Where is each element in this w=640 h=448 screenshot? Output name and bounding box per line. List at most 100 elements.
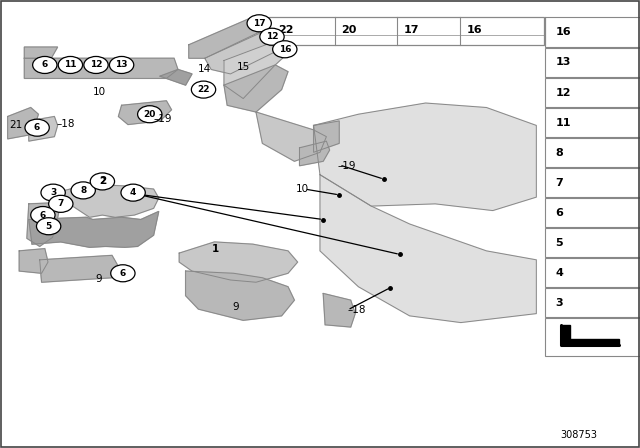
Text: 6: 6	[120, 269, 126, 278]
Bar	[545, 258, 640, 287]
Circle shape	[191, 81, 216, 98]
Circle shape	[138, 106, 162, 123]
Text: 17: 17	[253, 19, 266, 28]
Circle shape	[260, 28, 284, 45]
Text: 22: 22	[278, 25, 294, 34]
Polygon shape	[320, 175, 536, 323]
Text: 20: 20	[143, 110, 156, 119]
Text: 15: 15	[237, 62, 250, 72]
Text: 6: 6	[40, 211, 46, 220]
Polygon shape	[19, 249, 48, 273]
Text: 22: 22	[197, 85, 210, 94]
Polygon shape	[224, 41, 288, 99]
Polygon shape	[323, 293, 355, 327]
Bar	[545, 168, 640, 197]
Bar	[545, 288, 640, 317]
Polygon shape	[314, 103, 536, 211]
Text: 8: 8	[556, 147, 563, 158]
Text: 5: 5	[556, 237, 563, 248]
Polygon shape	[29, 116, 58, 141]
Text: 3: 3	[50, 188, 56, 197]
Polygon shape	[300, 141, 330, 166]
Text: 12: 12	[90, 60, 102, 69]
Polygon shape	[118, 101, 172, 125]
Text: 7: 7	[58, 199, 64, 208]
Text: 14: 14	[198, 65, 211, 74]
Circle shape	[109, 56, 134, 73]
Text: 6: 6	[42, 60, 48, 69]
Polygon shape	[189, 16, 269, 58]
Bar	[545, 17, 640, 47]
Polygon shape	[160, 69, 192, 85]
Bar	[545, 198, 640, 227]
Text: 21: 21	[10, 121, 22, 130]
Polygon shape	[561, 340, 619, 345]
Bar	[545, 318, 640, 356]
Text: 16: 16	[556, 27, 571, 37]
Circle shape	[31, 207, 55, 224]
Polygon shape	[40, 255, 118, 282]
Polygon shape	[224, 65, 288, 112]
Text: 11: 11	[64, 60, 77, 69]
Text: 8: 8	[80, 186, 86, 195]
Text: 2: 2	[99, 176, 106, 185]
Polygon shape	[29, 211, 159, 247]
Text: 11: 11	[556, 117, 571, 128]
Circle shape	[71, 182, 95, 199]
Text: 20: 20	[341, 25, 356, 34]
Polygon shape	[24, 58, 178, 78]
Circle shape	[25, 119, 49, 136]
Text: 10: 10	[296, 184, 309, 194]
Text: –18: –18	[56, 119, 75, 129]
Polygon shape	[314, 121, 339, 152]
Circle shape	[84, 56, 108, 73]
Text: –19: –19	[338, 161, 356, 171]
Circle shape	[273, 41, 297, 58]
Bar	[545, 108, 640, 137]
Circle shape	[111, 265, 135, 282]
Text: 10: 10	[93, 87, 106, 97]
Text: 4: 4	[556, 267, 563, 278]
Circle shape	[41, 184, 65, 201]
Polygon shape	[56, 185, 159, 217]
Text: 13: 13	[115, 60, 128, 69]
Text: 6: 6	[34, 123, 40, 132]
Polygon shape	[24, 47, 58, 58]
Bar	[545, 228, 640, 257]
Text: 6: 6	[556, 207, 563, 218]
Text: 4: 4	[130, 188, 136, 197]
Text: –19: –19	[154, 114, 172, 124]
Circle shape	[90, 173, 115, 190]
Text: 2: 2	[99, 177, 106, 186]
Text: 9: 9	[232, 302, 239, 312]
Polygon shape	[186, 271, 294, 320]
Text: 17: 17	[404, 25, 419, 34]
Polygon shape	[27, 202, 61, 246]
Text: 7: 7	[556, 177, 563, 188]
Bar	[545, 138, 640, 167]
Bar	[545, 48, 640, 77]
Circle shape	[49, 195, 73, 212]
Text: 5: 5	[45, 222, 52, 231]
Circle shape	[36, 218, 61, 235]
Text: 12: 12	[266, 32, 278, 41]
Polygon shape	[8, 108, 38, 139]
Circle shape	[33, 56, 57, 73]
Polygon shape	[179, 242, 298, 282]
Text: 13: 13	[556, 57, 571, 68]
Polygon shape	[205, 29, 291, 74]
Text: 9: 9	[95, 274, 102, 284]
Text: 16: 16	[467, 25, 482, 34]
Circle shape	[58, 56, 83, 73]
Circle shape	[247, 15, 271, 32]
Text: 12: 12	[556, 87, 571, 98]
Text: 3: 3	[556, 297, 563, 308]
Text: 308753: 308753	[561, 431, 598, 440]
Text: –18: –18	[348, 305, 366, 315]
Polygon shape	[256, 112, 326, 161]
Bar	[545, 78, 640, 107]
Polygon shape	[561, 324, 570, 345]
Text: 16: 16	[278, 45, 291, 54]
Bar	[269, 17, 544, 45]
Circle shape	[121, 184, 145, 201]
